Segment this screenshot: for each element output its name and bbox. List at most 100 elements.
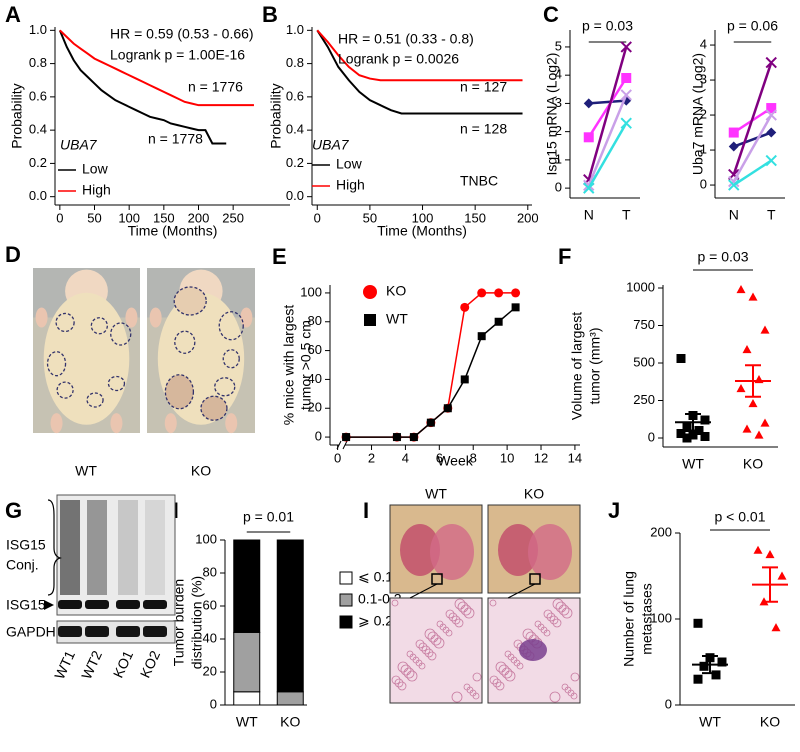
- y-tick-label: 0: [315, 429, 322, 444]
- tumor-outline: [86, 392, 104, 408]
- annotation: TNBC: [460, 173, 498, 189]
- tumor-outline: [200, 395, 228, 421]
- y-tick-label: 0.2: [29, 155, 47, 170]
- alveolus: [436, 620, 444, 628]
- alveolus: [427, 651, 437, 661]
- bar-segment: [276, 539, 304, 693]
- marker: [748, 399, 758, 408]
- band-arrow: [44, 600, 54, 610]
- y-tick-label: 80: [308, 313, 322, 328]
- y-tick-label: 0: [700, 176, 707, 191]
- x-tick-label: 100: [118, 210, 140, 225]
- blot-band: [85, 600, 109, 609]
- x-tick-label: T: [622, 207, 631, 223]
- marker: [477, 332, 486, 341]
- tumor-outline: [174, 330, 196, 354]
- alveolus: [424, 628, 436, 640]
- mouse-leg: [164, 413, 177, 434]
- mouse-leg: [50, 413, 63, 434]
- paired-line: [733, 131, 772, 148]
- legend-swatch: [339, 615, 353, 629]
- panel-label: G: [5, 498, 22, 523]
- x-tick-label: N: [584, 207, 594, 223]
- x-tick-label: 200: [517, 210, 539, 225]
- tumor-outline: [214, 377, 236, 397]
- significance-label: p = 0.06: [727, 18, 778, 34]
- x-tick-label: KO: [743, 456, 763, 472]
- tumor-outline: [90, 317, 108, 335]
- legend-marker: [364, 314, 376, 326]
- marker: [511, 303, 520, 312]
- y-axis-label: Number of lung: [621, 571, 637, 667]
- marker: [760, 325, 770, 334]
- y-tick-label: 20: [308, 400, 322, 415]
- panel-label: D: [5, 242, 21, 267]
- x-tick-label: WT: [682, 456, 704, 472]
- marker: [728, 141, 739, 152]
- marker: [728, 175, 740, 188]
- marker: [700, 415, 710, 425]
- bar-segment: [233, 539, 261, 633]
- marker: [736, 285, 746, 294]
- y-tick-label: 0.2: [286, 155, 304, 170]
- y-tick-label: 100: [300, 284, 322, 299]
- paired-line: [732, 62, 773, 175]
- y-tick-label: 2: [700, 106, 707, 121]
- marker: [765, 550, 775, 559]
- alveolus: [570, 672, 580, 682]
- alveolus: [546, 612, 556, 622]
- alveolus: [504, 650, 512, 658]
- x-axis-label: Week: [437, 453, 474, 469]
- tumor-outline: [218, 311, 244, 341]
- marker: [765, 56, 777, 69]
- marker: [583, 132, 594, 143]
- marker: [766, 127, 777, 138]
- error-bar: [762, 566, 778, 603]
- error-bar: [685, 413, 701, 432]
- alveolus: [445, 609, 455, 619]
- marker: [583, 98, 594, 109]
- alveolus: [391, 675, 401, 685]
- marker: [765, 154, 777, 167]
- lane-label: KO2: [137, 648, 163, 680]
- paired-line: [588, 99, 627, 105]
- marker: [771, 623, 781, 632]
- paired-line: [587, 94, 628, 186]
- alveolus: [472, 672, 482, 682]
- bar-segment: [233, 631, 261, 693]
- y-tick-label: 200: [650, 524, 672, 539]
- blot-band: [143, 626, 167, 637]
- x-tick-label: T: [767, 207, 776, 223]
- series-line: [316, 29, 523, 82]
- alveolus: [534, 620, 542, 628]
- histology-label: KO: [524, 486, 544, 502]
- annotation: Logrank p = 0.0026: [338, 51, 459, 67]
- alveolus: [406, 670, 418, 682]
- marker: [717, 657, 727, 667]
- marker: [699, 661, 709, 671]
- y-tick-label: 1000: [626, 279, 655, 294]
- alveolus: [403, 667, 415, 679]
- alveolus: [561, 607, 573, 619]
- x-tick-label: 2: [368, 450, 375, 465]
- x-tick-label: WT: [236, 714, 258, 730]
- x-tick-label: 10: [500, 450, 514, 465]
- marker: [460, 302, 470, 312]
- alveolus: [489, 599, 497, 607]
- y-axis-label: tumor (mm³): [587, 328, 603, 405]
- y-tick-label: 0: [210, 696, 217, 711]
- blot-smear: [145, 500, 165, 595]
- marker: [342, 433, 351, 442]
- tumor-outline: [46, 351, 67, 377]
- marker: [511, 288, 521, 298]
- y-tick-label: 40: [308, 371, 322, 386]
- y-tick-label: 0.0: [29, 188, 47, 203]
- error-bar: [702, 654, 718, 675]
- y-tick-label: 0.4: [29, 122, 47, 137]
- x-tick-label: N: [729, 207, 739, 223]
- alveolus: [522, 628, 534, 640]
- y-tick-label: 0: [555, 180, 562, 195]
- panel-label: I: [363, 498, 369, 523]
- mouse-leg: [110, 413, 123, 434]
- marker: [409, 433, 418, 442]
